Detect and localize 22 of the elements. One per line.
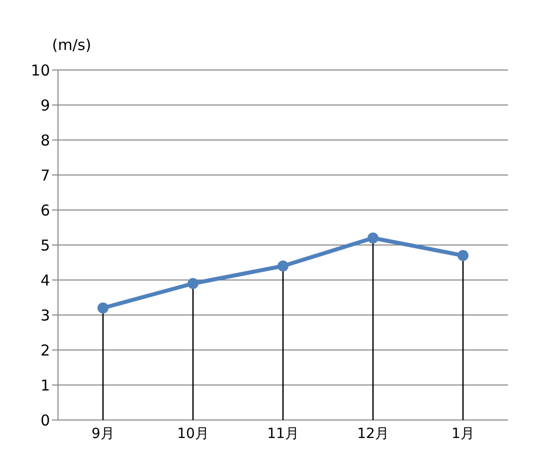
y-tick-label: 7 <box>40 166 50 184</box>
point <box>458 250 468 261</box>
x-tick-label: 11月 <box>267 426 299 442</box>
y-tick-label: 3 <box>40 306 50 324</box>
y-tick-label: 2 <box>40 341 50 360</box>
x-tick-label: 1月 <box>452 426 474 442</box>
point <box>98 302 108 314</box>
y-axis-title: (m/s) <box>52 36 92 54</box>
x-tick-label: 12月 <box>357 426 389 442</box>
y-tick-label: 8 <box>40 131 50 150</box>
y-tick-label: 9 <box>40 96 50 114</box>
x-tick-label: 10月 <box>177 426 209 442</box>
y-tick-label: 6 <box>40 201 50 220</box>
y-tick-label: 0 <box>40 411 50 430</box>
point <box>368 232 378 244</box>
y-tick-label: 1 <box>40 376 50 394</box>
y-tick-label: 10 <box>30 61 50 80</box>
point <box>188 278 198 289</box>
y-tick-label: 5 <box>40 236 50 254</box>
point <box>278 260 288 272</box>
y-tick-label: 4 <box>40 271 50 290</box>
x-tick-label: 9月 <box>92 426 114 442</box>
